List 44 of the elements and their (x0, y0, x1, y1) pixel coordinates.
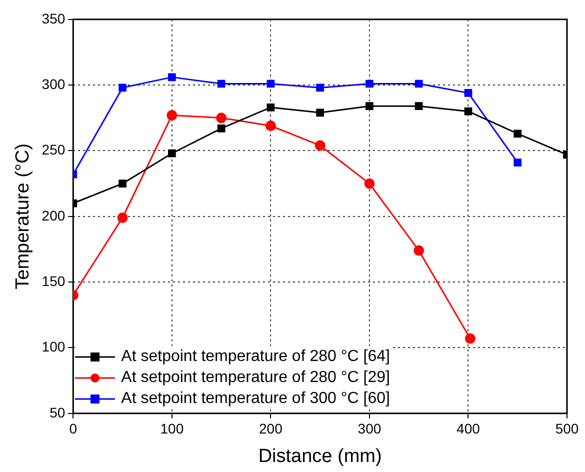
point (514, 130, 522, 138)
point (168, 73, 176, 82)
point (414, 102, 423, 110)
x-axis-title: Distance (mm) (258, 446, 382, 467)
x-tick-label: 300 (358, 420, 382, 437)
x-tick-label: 200 (259, 420, 283, 437)
point (316, 108, 324, 117)
point (514, 158, 522, 166)
point (166, 110, 178, 121)
y-tick-label: 300 (42, 76, 66, 92)
point (364, 178, 375, 189)
x-tick-label: 0 (69, 420, 78, 437)
point (366, 80, 374, 88)
point (217, 124, 226, 132)
point (118, 84, 126, 92)
y-tick-label: 100 (42, 338, 66, 355)
point (464, 89, 472, 97)
point (217, 80, 226, 88)
point (414, 80, 423, 88)
point (118, 180, 126, 188)
x-tick-label: 500 (555, 420, 579, 437)
point (117, 212, 128, 223)
point (265, 120, 276, 132)
y-axis-title: Temperature (°C) (12, 143, 34, 290)
point (464, 333, 476, 344)
point (316, 84, 324, 92)
legend-label: At setpoint temperature of 280 °C [64] (121, 347, 390, 368)
point (314, 140, 326, 151)
x-tick-label: 400 (456, 420, 480, 437)
y-tick-label: 350 (42, 10, 66, 26)
point (266, 103, 275, 112)
point (414, 245, 424, 256)
point (266, 80, 275, 88)
point (366, 102, 374, 110)
legend-label: At setpoint temperature of 280 °C [29] (121, 368, 390, 388)
y-tick-label: 150 (42, 272, 66, 289)
y-tick-label: 50 (50, 404, 66, 420)
point (464, 107, 472, 116)
y-tick-label: 250 (42, 142, 66, 158)
x-tick-label: 100 (160, 420, 184, 437)
point (168, 149, 176, 158)
legend-label: At setpoint temperature of 300 °C [60] (121, 389, 390, 410)
y-tick-label: 200 (42, 207, 66, 224)
point (216, 112, 227, 124)
